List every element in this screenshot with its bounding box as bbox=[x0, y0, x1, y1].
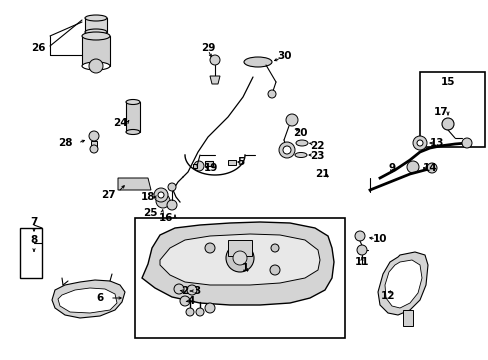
Circle shape bbox=[158, 192, 163, 198]
Circle shape bbox=[356, 245, 366, 255]
Circle shape bbox=[225, 244, 253, 272]
Text: 23: 23 bbox=[309, 151, 324, 161]
Circle shape bbox=[441, 118, 453, 130]
Ellipse shape bbox=[126, 130, 140, 135]
Text: 28: 28 bbox=[58, 138, 72, 148]
Circle shape bbox=[168, 183, 176, 191]
Circle shape bbox=[270, 244, 279, 252]
Text: 9: 9 bbox=[387, 163, 395, 173]
Circle shape bbox=[204, 303, 215, 313]
Text: 17: 17 bbox=[433, 107, 447, 117]
Text: 14: 14 bbox=[422, 163, 436, 173]
Circle shape bbox=[209, 55, 220, 65]
Bar bbox=[193, 164, 197, 168]
Circle shape bbox=[185, 308, 194, 316]
Text: 3: 3 bbox=[193, 286, 200, 296]
Bar bbox=[126, 102, 140, 132]
Text: 6: 6 bbox=[96, 293, 103, 303]
Circle shape bbox=[267, 90, 275, 98]
Circle shape bbox=[406, 161, 418, 173]
Text: 19: 19 bbox=[203, 163, 218, 173]
Text: 27: 27 bbox=[101, 190, 115, 200]
Text: 26: 26 bbox=[31, 43, 45, 53]
Circle shape bbox=[167, 200, 177, 210]
Circle shape bbox=[285, 114, 297, 126]
Bar bbox=[20, 228, 42, 278]
Polygon shape bbox=[118, 178, 151, 190]
Bar bbox=[204, 161, 213, 166]
Bar bbox=[91, 141, 97, 149]
Text: 13: 13 bbox=[429, 138, 443, 148]
Text: 1: 1 bbox=[241, 263, 248, 273]
Ellipse shape bbox=[294, 153, 306, 158]
Ellipse shape bbox=[85, 15, 107, 21]
Circle shape bbox=[196, 308, 203, 316]
Text: 16: 16 bbox=[159, 213, 173, 223]
Text: 21: 21 bbox=[314, 169, 328, 179]
Bar bbox=[227, 160, 236, 165]
Text: 29: 29 bbox=[201, 43, 215, 53]
Text: 10: 10 bbox=[372, 234, 386, 244]
Text: 2: 2 bbox=[181, 286, 188, 296]
Text: 12: 12 bbox=[380, 291, 394, 301]
Circle shape bbox=[89, 59, 103, 73]
Polygon shape bbox=[58, 288, 117, 313]
Polygon shape bbox=[142, 222, 333, 305]
Circle shape bbox=[186, 285, 197, 295]
Circle shape bbox=[174, 284, 183, 294]
Circle shape bbox=[180, 296, 190, 306]
Ellipse shape bbox=[85, 29, 107, 35]
Ellipse shape bbox=[82, 32, 110, 40]
Polygon shape bbox=[384, 260, 421, 308]
Bar bbox=[85, 18, 107, 32]
Circle shape bbox=[204, 243, 215, 253]
Circle shape bbox=[269, 265, 280, 275]
Ellipse shape bbox=[82, 62, 110, 70]
Ellipse shape bbox=[295, 140, 307, 146]
Text: 20: 20 bbox=[292, 128, 306, 138]
Text: 8: 8 bbox=[30, 235, 38, 245]
Circle shape bbox=[461, 138, 471, 148]
Circle shape bbox=[354, 231, 364, 241]
Ellipse shape bbox=[126, 99, 140, 104]
Text: 15: 15 bbox=[440, 77, 454, 87]
Bar bbox=[227, 240, 251, 256]
Text: 4: 4 bbox=[187, 296, 194, 306]
Bar bbox=[402, 310, 412, 326]
Text: 7: 7 bbox=[30, 217, 38, 227]
Polygon shape bbox=[52, 280, 125, 318]
Circle shape bbox=[283, 146, 290, 154]
Circle shape bbox=[194, 161, 203, 171]
Circle shape bbox=[156, 194, 170, 208]
Polygon shape bbox=[160, 234, 319, 285]
Polygon shape bbox=[209, 76, 220, 84]
Circle shape bbox=[154, 188, 168, 202]
Circle shape bbox=[232, 251, 246, 265]
Text: 30: 30 bbox=[277, 51, 292, 61]
Bar bbox=[135, 218, 345, 338]
Bar bbox=[82, 36, 110, 66]
Text: 22: 22 bbox=[309, 141, 324, 151]
Text: 25: 25 bbox=[142, 208, 157, 218]
Polygon shape bbox=[377, 252, 427, 315]
Circle shape bbox=[412, 136, 426, 150]
Text: 24: 24 bbox=[112, 118, 127, 128]
Ellipse shape bbox=[244, 57, 271, 67]
Circle shape bbox=[426, 163, 436, 173]
Text: 18: 18 bbox=[141, 192, 155, 202]
Circle shape bbox=[416, 140, 422, 146]
Circle shape bbox=[90, 145, 98, 153]
Circle shape bbox=[89, 131, 99, 141]
Text: 11: 11 bbox=[354, 257, 368, 267]
Text: 5: 5 bbox=[237, 157, 244, 167]
Bar bbox=[419, 72, 484, 147]
Circle shape bbox=[279, 142, 294, 158]
